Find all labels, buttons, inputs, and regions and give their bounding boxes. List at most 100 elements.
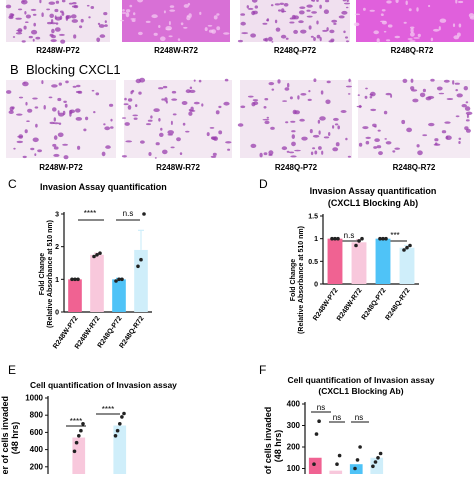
panel-d-ylabel-2: (Relative Absorbance at 510 nm): [298, 226, 305, 334]
y-tick-label: 0: [314, 282, 318, 289]
y-tick-label: 0: [55, 310, 59, 317]
cell-speck: [332, 125, 335, 129]
cell-speck: [22, 0, 25, 3]
cell-speck: [285, 121, 289, 124]
cell-speck: [446, 98, 454, 100]
cell-speck: [412, 98, 419, 103]
cell-speck: [310, 151, 314, 156]
cell-speck: [410, 78, 414, 83]
panel-b-letter: B: [10, 62, 19, 77]
y-tick-label: 1000: [25, 394, 43, 403]
panel-b-svg: B Blocking CXCL1 R248W-P72 R248W-R72 R24…: [6, 62, 473, 172]
caption-a1: R248W-P72: [36, 46, 80, 55]
cell-speck: [281, 10, 287, 13]
cell-speck: [25, 101, 28, 106]
cell-speck: [347, 155, 351, 158]
cell-speck: [465, 119, 470, 122]
caption-a3: R248Q-P72: [274, 46, 317, 55]
cell-speck: [71, 5, 78, 8]
cell-speck: [227, 148, 231, 151]
cell-speck: [32, 38, 35, 42]
data-point: [378, 451, 383, 456]
cell-speck: [110, 118, 113, 122]
cell-speck: [77, 145, 81, 150]
cell-speck: [286, 150, 290, 153]
cell-speck: [280, 34, 287, 39]
cell-speck: [224, 78, 229, 82]
y-tick-label: 1.5: [308, 214, 318, 221]
cell-speck: [150, 115, 153, 119]
cell-speck: [345, 40, 350, 43]
cell-speck: [308, 90, 311, 93]
y-tick-label: 300: [287, 421, 301, 430]
cell-speck: [73, 34, 77, 39]
data-point: [74, 440, 79, 445]
micrograph-a2: [122, 0, 230, 42]
cell-speck: [48, 96, 53, 99]
cell-speck: [318, 146, 322, 150]
cell-speck: [25, 14, 31, 19]
cell-speck: [145, 20, 151, 23]
cell-speck: [127, 98, 133, 102]
cell-speck: [377, 129, 381, 132]
panel-e: E Cell quantification of Invasion assay …: [0, 358, 237, 479]
cell-speck: [225, 141, 232, 144]
cell-speck: [155, 142, 160, 146]
cell-speck: [409, 40, 416, 43]
cell-speck: [469, 16, 474, 20]
bar: [370, 457, 384, 474]
cell-speck: [23, 25, 27, 30]
cell-speck: [458, 23, 462, 28]
cell-speck: [158, 25, 161, 28]
bar: [327, 238, 343, 284]
cell-speck: [306, 4, 313, 8]
cell-speck: [313, 37, 316, 41]
cell-speck: [275, 27, 281, 32]
caption-b1: R248W-P72: [39, 163, 83, 172]
bar: [351, 242, 367, 284]
cell-speck: [247, 7, 254, 10]
cell-speck: [337, 125, 341, 130]
cell-speck: [422, 88, 426, 93]
cell-speck: [148, 152, 152, 156]
cell-speck: [104, 24, 108, 27]
cell-speck: [319, 37, 322, 42]
micrograph-b1: [6, 80, 116, 158]
micrograph-b-texture: [6, 77, 473, 160]
x-tick-label: R248W-R72: [336, 287, 364, 323]
data-point: [405, 245, 409, 250]
cell-speck: [392, 150, 396, 153]
cell-speck: [376, 38, 380, 43]
cell-speck: [314, 150, 318, 155]
cell-speck: [147, 119, 153, 122]
data-point: [118, 422, 122, 426]
cell-speck: [61, 0, 66, 3]
cell-speck: [133, 117, 138, 120]
cell-speck: [124, 122, 130, 126]
bar: [399, 247, 415, 284]
cell-speck: [438, 26, 441, 31]
data-point: [378, 236, 382, 241]
cell-speck: [427, 95, 435, 99]
cell-speck: [365, 87, 368, 90]
cell-speck: [24, 129, 28, 134]
data-point: [136, 264, 140, 269]
cell-speck: [419, 92, 426, 98]
cell-speck: [55, 0, 60, 4]
bar: [113, 425, 127, 474]
cell-speck: [52, 107, 57, 112]
cell-speck: [211, 136, 217, 141]
cell-speck: [353, 22, 360, 27]
cell-speck: [274, 19, 278, 24]
cell-speck: [444, 121, 451, 124]
cell-speck: [458, 0, 464, 4]
cell-speck: [362, 126, 369, 130]
cell-speck: [171, 90, 177, 94]
data-point: [355, 458, 360, 462]
cell-speck: [167, 130, 174, 135]
cell-speck: [464, 106, 471, 111]
cell-speck: [39, 0, 42, 4]
cell-speck: [65, 16, 69, 21]
cell-speck: [213, 15, 218, 20]
cell-speck: [358, 104, 362, 109]
